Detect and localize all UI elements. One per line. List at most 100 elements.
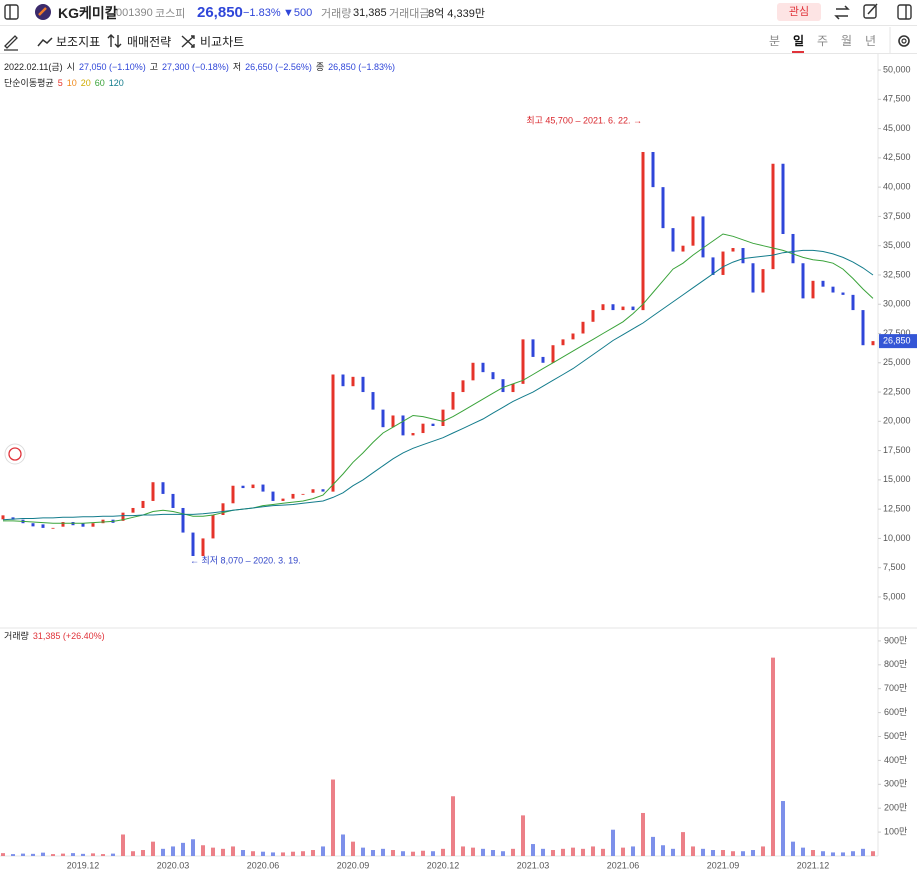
volume-bar — [11, 854, 15, 856]
period-button[interactable]: 주 — [817, 34, 829, 48]
volume-label: 거래량 — [4, 630, 29, 641]
volume-label: 거래량 — [321, 7, 352, 20]
y-tick-label: 50,000 — [883, 64, 911, 74]
info-high: 27,300 (−0.18%) — [162, 62, 229, 72]
volume-bar — [631, 846, 635, 856]
volume-bar — [171, 846, 175, 856]
last-price-label: 26,850 — [883, 335, 911, 345]
volume-bar — [251, 851, 255, 856]
volume-bar — [571, 847, 575, 856]
ma-legend: 단순이동평균 5 10 20 60 120 — [4, 78, 124, 88]
y-tick-label: 40,000 — [883, 182, 911, 192]
info-close-label: 종 — [316, 62, 324, 72]
x-tick-label: 2021.06 — [607, 860, 640, 870]
volume-bar — [861, 848, 865, 856]
volume-bar — [381, 848, 385, 856]
volume-bar — [791, 841, 795, 856]
volume-bar — [81, 853, 85, 856]
y-tick-label: 25,000 — [883, 357, 911, 367]
volume-bar — [511, 848, 515, 856]
x-tick-label: 2019.12 — [67, 860, 100, 870]
volume-bar — [71, 853, 75, 856]
volume-bar — [581, 848, 585, 856]
y-tick-label: 20,000 — [883, 416, 911, 426]
volume-bar — [91, 853, 95, 856]
y-tick-label: 800만 — [884, 659, 907, 669]
volume-bar — [781, 801, 785, 856]
volume-bar — [671, 848, 675, 856]
ohlc-info: 2022.02.11(금) 시 27,050 (−1.10%) 고 27,300 (−0… — [4, 62, 395, 72]
watch-button[interactable]: 관심 — [777, 3, 821, 21]
period-button[interactable]: 월 — [841, 34, 853, 48]
x-tick-label: 2021.12 — [797, 860, 830, 870]
y-tick-label: 400만 — [884, 755, 907, 765]
low-annotation: ← 최저 8,070 – 2020. 3. 19. — [190, 555, 301, 565]
toolbar: 보조지표 매매전략 비교차트 분 일 주 월 년 — [0, 27, 917, 54]
volume-bar — [831, 852, 835, 856]
volume-bar — [101, 854, 105, 856]
amount-label: 거래대금 — [389, 7, 430, 20]
volume-bar — [871, 851, 875, 856]
period-button[interactable]: 년 — [865, 34, 877, 48]
volume-bar — [651, 836, 655, 856]
y-tick-label: 300만 — [884, 779, 907, 789]
ma-title: 단순이동평균 — [4, 78, 54, 88]
y-tick-label: 7,500 — [883, 562, 906, 572]
period-button[interactable]: 분 — [769, 34, 781, 48]
stock-code: 001390 — [116, 6, 153, 19]
volume-bar — [501, 851, 505, 856]
period-button[interactable]: 일 — [793, 34, 805, 48]
volume-bar — [131, 851, 135, 856]
volume-bar — [701, 848, 705, 856]
volume-bar — [461, 846, 465, 856]
volume-bar — [591, 846, 595, 856]
change: ▼500 — [283, 6, 313, 19]
volume-bar — [751, 850, 755, 856]
volume-bar — [601, 848, 605, 856]
info-open: 27,050 (−1.10%) — [79, 62, 146, 72]
tool-button[interactable]: 매매전략 — [127, 35, 172, 49]
volume: 31,385 — [353, 6, 387, 19]
volume-bar — [531, 844, 535, 856]
volume-bar — [771, 657, 775, 856]
volume-bar — [731, 851, 735, 856]
y-tick-label: 700만 — [884, 683, 907, 693]
volume-bar — [611, 829, 615, 856]
scroll-button[interactable] — [4, 443, 26, 465]
volume-bar — [641, 812, 645, 856]
volume-bar — [51, 854, 55, 856]
volume-bar — [151, 841, 155, 856]
y-tick-label: 100만 — [884, 826, 907, 836]
x-tick-label: 2021.03 — [517, 860, 550, 870]
change-pct: −1.83% — [243, 6, 281, 19]
volume-bar — [491, 850, 495, 856]
y-tick-label: 5,000 — [883, 591, 906, 601]
volume-bar — [741, 851, 745, 856]
volume-bar — [191, 839, 195, 856]
volume-bar — [661, 845, 665, 856]
volume-bar — [21, 853, 25, 856]
y-tick-label: 35,000 — [883, 240, 911, 250]
y-tick-label: 42,500 — [883, 152, 911, 162]
tool-button[interactable]: 비교차트 — [200, 35, 245, 49]
volume-bar — [291, 851, 295, 856]
y-tick-label: 32,500 — [883, 269, 911, 279]
volume-bar — [681, 832, 685, 856]
period-underline — [792, 51, 804, 53]
x-tick-label: 2020.09 — [337, 860, 370, 870]
volume-bar — [281, 852, 285, 856]
volume-bar — [221, 848, 225, 856]
volume-bar — [421, 850, 425, 856]
header-icons — [4, 3, 912, 20]
chart: 2022.02.11(금) 시 27,050 (−1.10%) 고 27,300 (−0… — [0, 54, 917, 870]
volume-bar — [411, 851, 415, 856]
x-tick-label: 2020.03 — [157, 860, 190, 870]
y-tick-label: 47,500 — [883, 94, 911, 104]
volume-bar — [261, 851, 265, 856]
volume-title: 거래량 31,385 (+26.40%) — [4, 630, 105, 641]
y-tick-label: 45,000 — [883, 123, 911, 133]
volume-bar — [321, 846, 325, 856]
legend-item: 10 — [67, 78, 77, 88]
tool-button[interactable]: 보조지표 — [56, 35, 101, 49]
